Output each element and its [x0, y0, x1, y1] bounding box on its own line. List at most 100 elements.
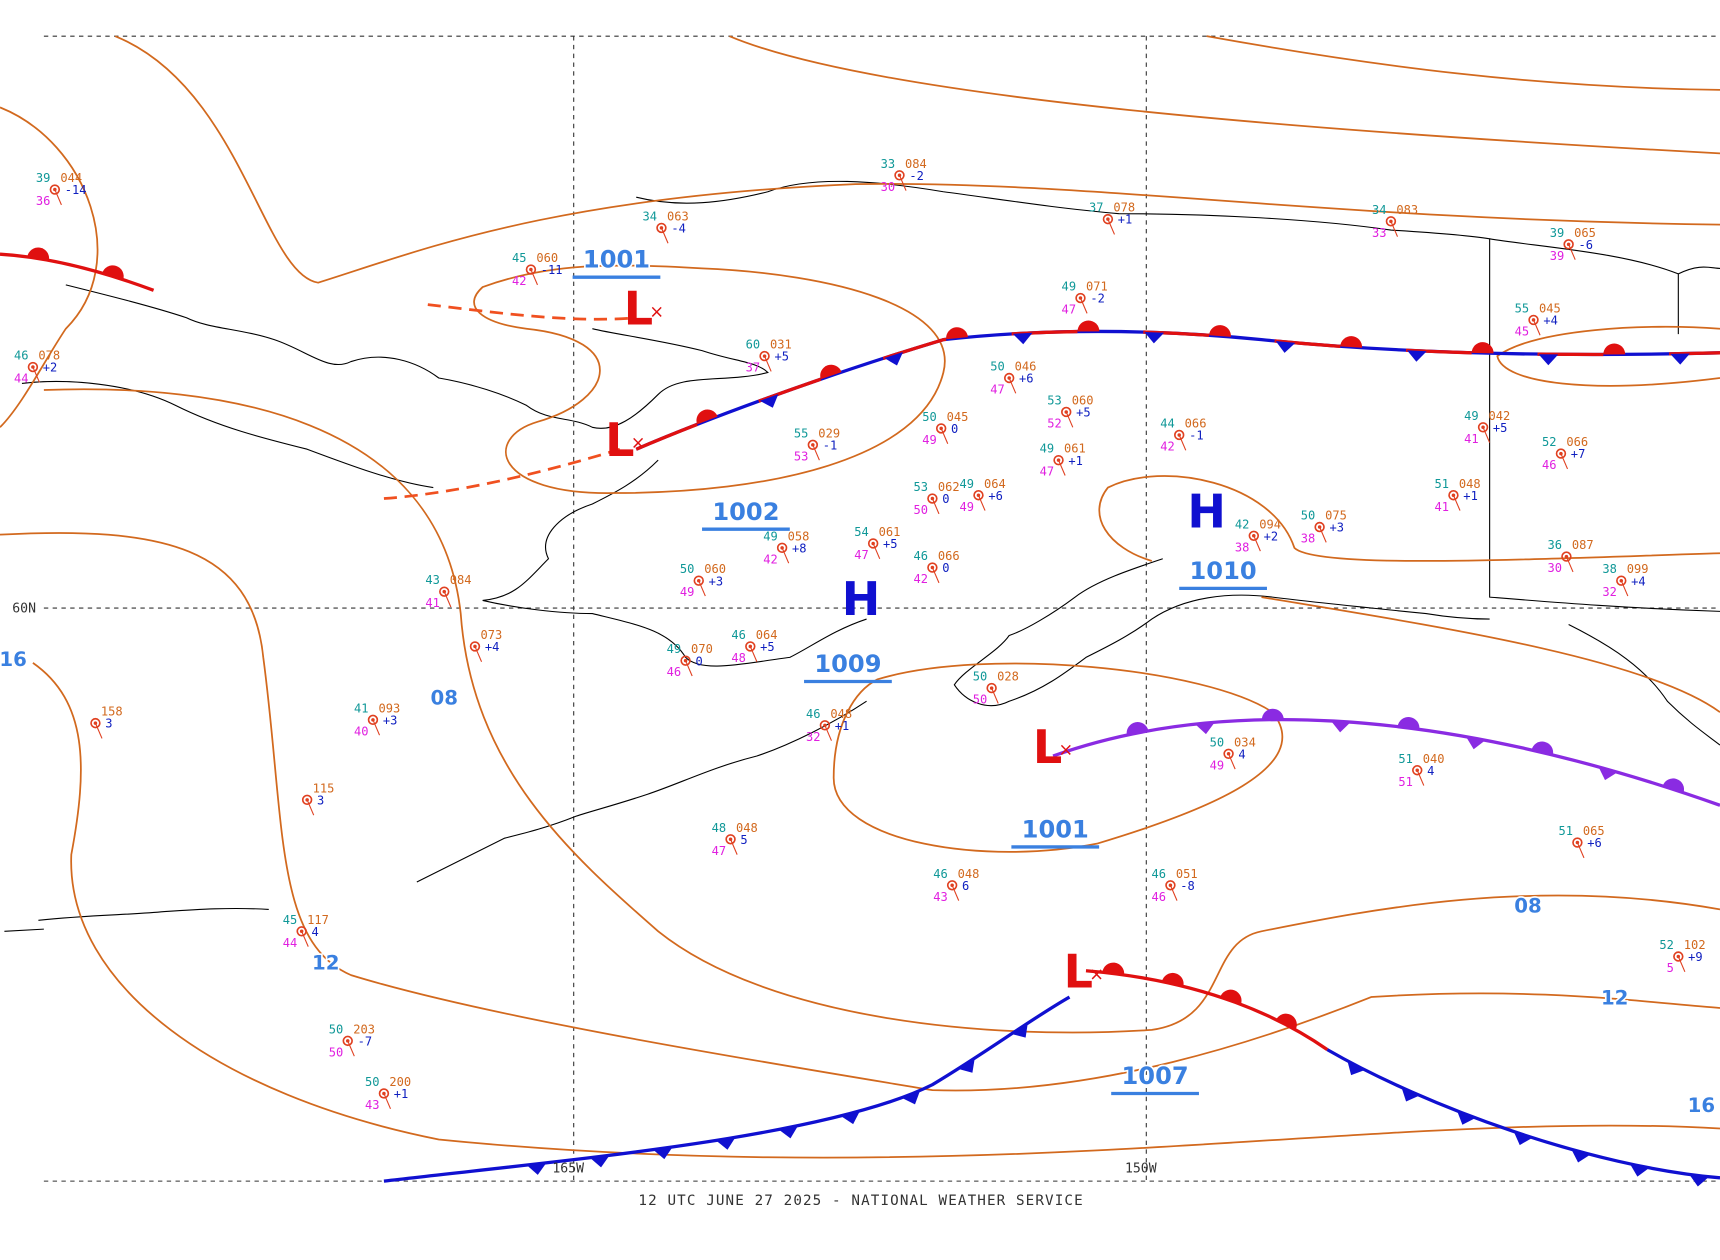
- wind-barb: [1576, 842, 1585, 859]
- station-temp: 38: [1602, 562, 1617, 576]
- station-circle: [867, 538, 879, 549]
- station-pressure: 070: [691, 642, 713, 656]
- station: 60 031 37 +5: [746, 338, 792, 375]
- front-barb: [840, 1111, 860, 1125]
- front-bump: [1397, 716, 1420, 730]
- station-tendency: -6: [1578, 238, 1593, 252]
- station-tendency: +2: [43, 361, 58, 375]
- station-tendency: 4: [1238, 747, 1245, 761]
- isobar: [32, 662, 1720, 1159]
- coastline: [482, 459, 867, 667]
- front-barb: [1011, 1023, 1028, 1038]
- wind-barb: [781, 547, 790, 564]
- cold-front: [1326, 1048, 1720, 1180]
- station-pressure: 158: [101, 705, 123, 719]
- station-circle: [1102, 213, 1114, 225]
- wind-barb: [1253, 535, 1261, 552]
- station: 34 083 33: [1372, 203, 1418, 240]
- station-tendency: 4: [312, 925, 319, 939]
- warm-front: [0, 252, 155, 292]
- station-circle: [1314, 521, 1325, 533]
- station-pressure: 083: [1396, 203, 1418, 217]
- station-tendency: -8: [1180, 879, 1195, 893]
- station-circle: [1165, 880, 1176, 891]
- station-dewpoint: 43: [365, 1098, 380, 1112]
- station-tendency: +5: [883, 537, 898, 551]
- station-circle: [1448, 490, 1459, 501]
- station-circle: [1555, 448, 1567, 459]
- station-tendency: 5: [740, 833, 747, 847]
- grid-label: 165W: [552, 1162, 584, 1177]
- front-bump: [696, 409, 718, 425]
- center-mark: ×: [1089, 965, 1104, 985]
- front-bump: [1531, 741, 1554, 756]
- station-circle: [894, 170, 905, 181]
- station: 46 064 48 +5: [731, 628, 777, 665]
- station-pressure: 048: [736, 821, 758, 835]
- front-barb: [1513, 1131, 1533, 1146]
- station-dewpoint: 48: [731, 651, 746, 665]
- station: 51 065+6: [1558, 824, 1605, 859]
- wind-barb: [1452, 495, 1461, 511]
- station-temp: 37: [1089, 201, 1104, 215]
- wind-barb: [306, 799, 315, 816]
- station: 49 064 49 +6: [960, 477, 1006, 514]
- station-tendency: -1: [1189, 429, 1204, 443]
- station-dewpoint: 47: [1062, 303, 1077, 317]
- station-dewpoint: 36: [36, 194, 51, 208]
- isobar: [43, 388, 1720, 1034]
- station-temp: 50: [922, 410, 937, 424]
- wind-barb: [474, 646, 483, 662]
- isobar-label: 08: [1514, 895, 1541, 918]
- wind-barb: [764, 355, 772, 372]
- coastline: [416, 700, 867, 883]
- wind-barb: [1568, 244, 1576, 260]
- station-tendency: 4: [1427, 764, 1434, 778]
- wind-barb: [54, 189, 62, 206]
- stationary-front-warm: [635, 329, 1720, 451]
- station-circle: [1563, 239, 1574, 250]
- coastline: [1568, 624, 1720, 746]
- station-dewpoint: 46: [1152, 890, 1167, 904]
- station-temp: 50: [329, 1022, 344, 1036]
- wind-barb: [1079, 297, 1088, 314]
- station-tendency: +1: [835, 719, 850, 733]
- front-bump: [1276, 1013, 1297, 1030]
- station-circle: [1477, 422, 1489, 433]
- wind-barb: [1620, 580, 1629, 597]
- station-tendency: 0: [695, 654, 702, 668]
- wind-barb: [530, 269, 539, 286]
- footer: 12 UTC JUNE 27 2025 - NATIONAL WEATHER S…: [638, 1193, 1083, 1209]
- coastlines: [4, 180, 1720, 932]
- station-temp: 46: [913, 549, 928, 563]
- station-temp: 33: [881, 157, 896, 171]
- station-pressure: 048: [830, 707, 852, 721]
- isobar: [832, 662, 1284, 853]
- station-temp: 53: [913, 480, 928, 494]
- station-tendency: +5: [1076, 406, 1091, 420]
- wind-barb: [991, 687, 999, 704]
- station-tendency: +6: [1587, 836, 1602, 850]
- station-pressure: 200: [389, 1075, 411, 1089]
- station-pressure: 060: [536, 251, 558, 265]
- station-circle: [525, 264, 537, 275]
- station-tendency: -2: [909, 169, 924, 183]
- station-dewpoint: 30: [1548, 561, 1563, 575]
- front-bump: [1471, 342, 1494, 354]
- isobar: [1496, 325, 1720, 387]
- station-temp: 41: [354, 701, 369, 715]
- station-temp: 46: [731, 628, 746, 642]
- station-tendency: +1: [1068, 454, 1083, 468]
- station-pressure: 065: [1583, 824, 1605, 838]
- station-circle: [656, 222, 667, 234]
- wind-barb: [1416, 770, 1425, 786]
- wind-barb: [32, 366, 40, 383]
- station-temp: 49: [1062, 280, 1077, 294]
- isobar: [473, 264, 946, 494]
- station-circle: [49, 184, 61, 195]
- isobar-label: 16: [1688, 1094, 1715, 1117]
- station: 42 094 38 +2: [1235, 517, 1281, 554]
- station: 39 044 36 -14: [36, 171, 87, 208]
- station-tendency: -7: [358, 1034, 373, 1048]
- wind-barb: [812, 444, 820, 461]
